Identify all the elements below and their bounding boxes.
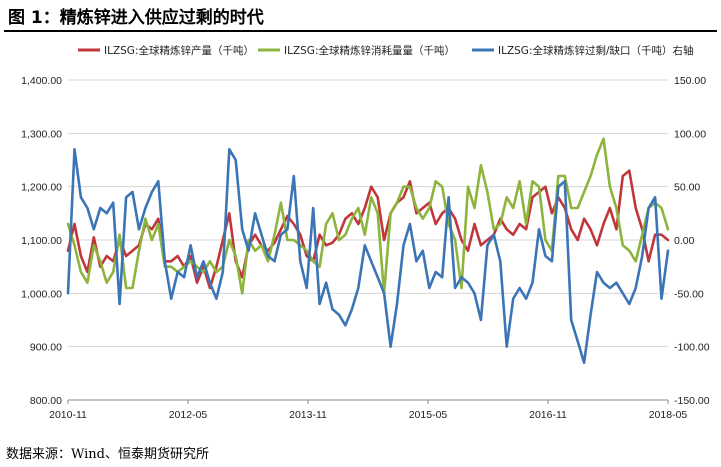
legend-label-3: ILZSG:全球精炼锌过剩/缺口（千吨）右轴	[498, 44, 694, 57]
line-chart: 800.00 900.00 1,000.00 1,100.00 1,200.00 1,30…	[21, 44, 710, 421]
x-tick-label: 2016-11	[529, 409, 567, 421]
y-right-tick-label: 150.00	[674, 75, 706, 87]
y-right-tick-label: 100.00	[674, 128, 706, 140]
y-left-tick-label: 1,100.00	[21, 235, 62, 247]
x-tick-label: 2018-05	[649, 409, 688, 421]
series-line-1	[66, 169, 670, 290]
legend-label-2: ILZSG:全球精炼锌消耗量量（千吨）	[284, 44, 455, 57]
x-tick-label: 2013-11	[289, 409, 327, 421]
x-tick-label: 2012-05	[169, 409, 208, 421]
y-right-tick-label: 0.00	[674, 235, 695, 247]
series-line-3	[66, 148, 670, 365]
series-line-2	[66, 137, 670, 295]
x-tick-label: 2015-05	[409, 409, 448, 421]
y-left-tick-label: 1,200.00	[21, 182, 62, 194]
y-left-tick-label: 1,000.00	[21, 288, 62, 300]
title-divider	[4, 30, 717, 32]
y-left-tick-label: 1,400.00	[21, 75, 62, 87]
y-right-tick-label: -50.00	[674, 288, 704, 300]
x-tick-label: 2010-11	[49, 409, 87, 421]
y-right-tick-label: 50.00	[674, 182, 700, 194]
chart-title: 图 1：精炼锌进入供应过剩的时代	[8, 8, 264, 28]
y-right-tick-label: -150.00	[674, 395, 710, 407]
y-left-tick-label: 900.00	[30, 342, 62, 354]
source-note: 数据来源：Wind、恒泰期货研究所	[6, 447, 209, 462]
y-left-tick-label: 1,300.00	[21, 128, 62, 140]
legend-label-1: ILZSG:全球精炼锌产量（千吨）	[104, 44, 254, 57]
y-right-tick-label: -100.00	[674, 342, 710, 354]
y-left-tick-label: 800.00	[30, 395, 62, 407]
